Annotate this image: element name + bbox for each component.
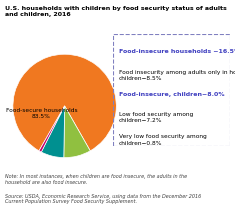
Text: Very low food security among
children−0.8%: Very low food security among children−0.…	[119, 134, 206, 146]
Text: Low food security among
children−7.2%: Low food security among children−7.2%	[119, 112, 193, 123]
Text: Food-insecure, children−8.0%: Food-insecure, children−8.0%	[119, 92, 224, 97]
Text: Food-insecure households −16.5%: Food-insecure households −16.5%	[119, 49, 235, 54]
Text: Food insecurity among adults only in households with
children−8.5%: Food insecurity among adults only in hou…	[119, 70, 235, 81]
Wedge shape	[39, 106, 65, 152]
Wedge shape	[41, 106, 65, 158]
Text: Source: USDA, Economic Research Service, using data from the December 2016
Curre: Source: USDA, Economic Research Service,…	[5, 194, 201, 204]
Wedge shape	[13, 54, 116, 151]
Text: Food-secure households
83.5%: Food-secure households 83.5%	[6, 108, 77, 119]
Wedge shape	[64, 106, 90, 158]
Text: Note: In most instances, when children are food insecure, the adults in the
hous: Note: In most instances, when children a…	[5, 174, 187, 185]
Text: U.S. households with children by food security status of adults
and children, 20: U.S. households with children by food se…	[5, 6, 227, 17]
